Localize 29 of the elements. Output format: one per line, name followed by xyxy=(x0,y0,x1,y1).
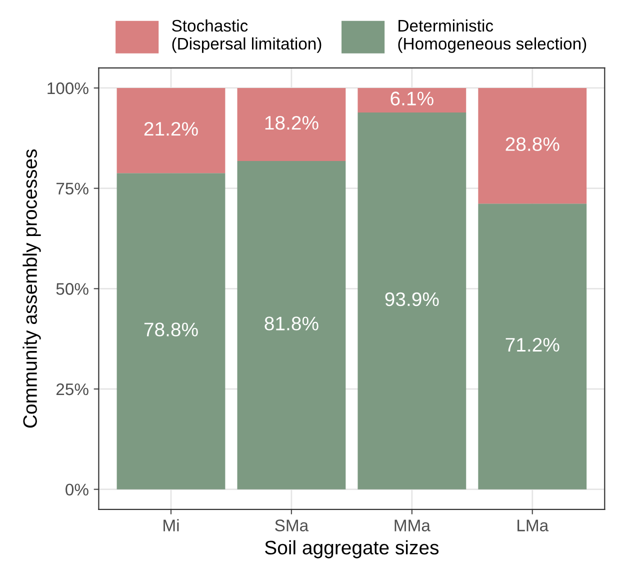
y-tick-label: 0% xyxy=(66,484,88,496)
data-label: 93.9% xyxy=(385,292,439,306)
data-label: 71.2% xyxy=(506,338,560,352)
bar xyxy=(237,88,346,162)
data-label: 28.8% xyxy=(506,137,560,151)
y-axis-title: Community assembly processes xyxy=(22,149,41,428)
x-tick-label: Mi xyxy=(164,519,179,532)
bar xyxy=(358,88,466,112)
bar xyxy=(237,161,346,490)
data-label: 18.2% xyxy=(265,116,318,130)
x-tick-label: SMa xyxy=(275,520,309,532)
bar xyxy=(358,112,466,490)
data-label: 81.8% xyxy=(264,316,318,330)
legend-label: Stochastic (Dispersal limitation) xyxy=(172,19,322,53)
bar xyxy=(478,88,587,204)
y-tick-label: 100% xyxy=(48,82,88,94)
data-label: 78.8% xyxy=(144,322,198,336)
y-tick-label: 50% xyxy=(56,283,88,295)
y-tick-label: 75% xyxy=(56,182,88,195)
data-label: 21.2% xyxy=(144,122,198,136)
bar xyxy=(116,88,226,174)
data-label: 6.1% xyxy=(390,92,434,106)
x-axis-title: Soil aggregate sizes xyxy=(265,540,439,558)
y-tick-label: 25% xyxy=(56,383,88,396)
x-tick-label: LMa xyxy=(518,520,549,532)
bar xyxy=(478,204,587,490)
bar xyxy=(116,173,226,490)
legend-label: Deterministic (Homogeneous selection) xyxy=(398,19,586,53)
x-tick-label: MMa xyxy=(394,520,430,532)
